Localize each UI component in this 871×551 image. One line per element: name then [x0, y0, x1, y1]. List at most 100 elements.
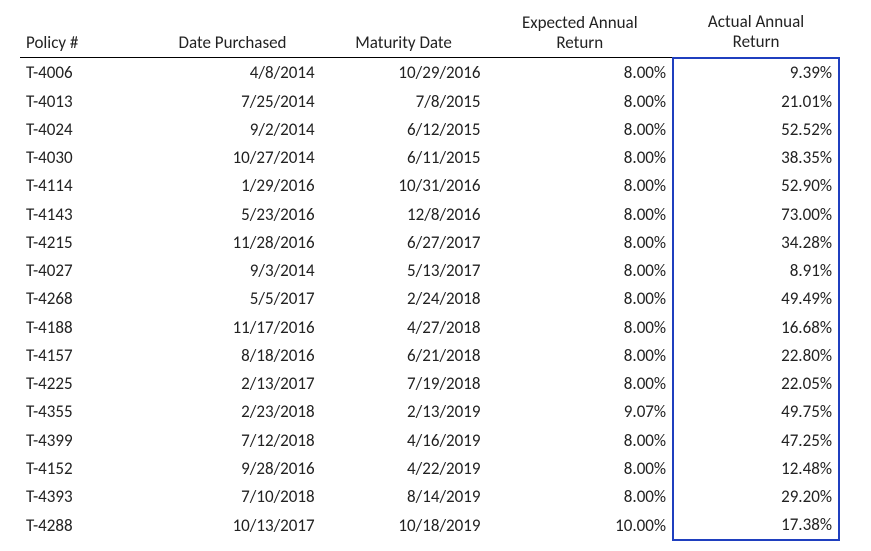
cell-policy: T-4288: [20, 511, 144, 540]
cell-expected: 9.07%: [486, 398, 673, 426]
cell-purchased: 2/13/2017: [144, 370, 320, 398]
col-header-policy: Policy #: [20, 10, 144, 58]
cell-actual: 22.80%: [673, 341, 839, 369]
cell-expected: 8.00%: [486, 87, 673, 115]
cell-policy: T-4152: [20, 454, 144, 482]
cell-policy: T-4013: [20, 87, 144, 115]
table-row: T-40064/8/201410/29/20168.00%9.39%: [20, 58, 839, 87]
table-row: T-40137/25/20147/8/20158.00%21.01%: [20, 87, 839, 115]
cell-actual: 49.49%: [673, 285, 839, 313]
cell-actual: 21.01%: [673, 87, 839, 115]
cell-maturity: 6/27/2017: [321, 228, 487, 256]
cell-maturity: 10/18/2019: [321, 511, 487, 540]
cell-purchased: 7/25/2014: [144, 87, 320, 115]
policy-returns-table: Policy # Date Purchased Maturity Date Ex…: [20, 10, 840, 541]
cell-expected: 8.00%: [486, 341, 673, 369]
cell-expected: 8.00%: [486, 426, 673, 454]
cell-maturity: 10/29/2016: [321, 58, 487, 87]
cell-actual: 52.90%: [673, 172, 839, 200]
cell-actual: 22.05%: [673, 370, 839, 398]
cell-expected: 8.00%: [486, 370, 673, 398]
table-row: T-40279/3/20145/13/20178.00%8.91%: [20, 257, 839, 285]
table-row: T-40249/2/20146/12/20158.00%52.52%: [20, 115, 839, 143]
cell-purchased: 9/28/2016: [144, 454, 320, 482]
cell-policy: T-4225: [20, 370, 144, 398]
cell-expected: 8.00%: [486, 144, 673, 172]
cell-actual: 47.25%: [673, 426, 839, 454]
cell-purchased: 9/2/2014: [144, 115, 320, 143]
cell-actual: 73.00%: [673, 200, 839, 228]
table-row: T-43937/10/20188/14/20198.00%29.20%: [20, 483, 839, 511]
table-row: T-42685/5/20172/24/20188.00%49.49%: [20, 285, 839, 313]
cell-policy: T-4355: [20, 398, 144, 426]
table-row: T-41529/28/20164/22/20198.00%12.48%: [20, 454, 839, 482]
cell-policy: T-4027: [20, 257, 144, 285]
cell-expected: 8.00%: [486, 228, 673, 256]
col-header-expected: Expected Annual Return: [486, 10, 673, 58]
cell-purchased: 10/13/2017: [144, 511, 320, 540]
cell-maturity: 6/21/2018: [321, 341, 487, 369]
cell-maturity: 10/31/2016: [321, 172, 487, 200]
cell-maturity: 7/8/2015: [321, 87, 487, 115]
cell-purchased: 10/27/2014: [144, 144, 320, 172]
cell-actual: 38.35%: [673, 144, 839, 172]
col-header-purchased: Date Purchased: [144, 10, 320, 58]
policy-returns-table-wrapper: Policy # Date Purchased Maturity Date Ex…: [0, 0, 871, 551]
cell-expected: 8.00%: [486, 483, 673, 511]
cell-policy: T-4024: [20, 115, 144, 143]
cell-expected: 8.00%: [486, 58, 673, 87]
table-row: T-41578/18/20166/21/20188.00%22.80%: [20, 341, 839, 369]
cell-actual: 17.38%: [673, 511, 839, 540]
cell-actual: 9.39%: [673, 58, 839, 87]
cell-expected: 8.00%: [486, 172, 673, 200]
cell-purchased: 11/28/2016: [144, 228, 320, 256]
table-row: T-421511/28/20166/27/20178.00%34.28%: [20, 228, 839, 256]
cell-policy: T-4030: [20, 144, 144, 172]
cell-actual: 52.52%: [673, 115, 839, 143]
table-row: T-403010/27/20146/11/20158.00%38.35%: [20, 144, 839, 172]
table-row: T-43552/23/20182/13/20199.07%49.75%: [20, 398, 839, 426]
cell-actual: 49.75%: [673, 398, 839, 426]
cell-expected: 8.00%: [486, 257, 673, 285]
cell-expected: 8.00%: [486, 200, 673, 228]
cell-purchased: 1/29/2016: [144, 172, 320, 200]
cell-policy: T-4393: [20, 483, 144, 511]
cell-maturity: 6/11/2015: [321, 144, 487, 172]
table-row: T-418811/17/20164/27/20188.00%16.68%: [20, 313, 839, 341]
cell-actual: 8.91%: [673, 257, 839, 285]
table-row: T-42252/13/20177/19/20188.00%22.05%: [20, 370, 839, 398]
cell-policy: T-4143: [20, 200, 144, 228]
table-row: T-41141/29/201610/31/20168.00%52.90%: [20, 172, 839, 200]
cell-policy: T-4188: [20, 313, 144, 341]
cell-maturity: 5/13/2017: [321, 257, 487, 285]
cell-policy: T-4006: [20, 58, 144, 87]
cell-policy: T-4399: [20, 426, 144, 454]
cell-policy: T-4114: [20, 172, 144, 200]
cell-actual: 16.68%: [673, 313, 839, 341]
cell-purchased: 5/5/2017: [144, 285, 320, 313]
cell-purchased: 9/3/2014: [144, 257, 320, 285]
table-row: T-428810/13/201710/18/201910.00%17.38%: [20, 511, 839, 540]
cell-actual: 12.48%: [673, 454, 839, 482]
cell-maturity: 2/24/2018: [321, 285, 487, 313]
cell-purchased: 2/23/2018: [144, 398, 320, 426]
cell-maturity: 6/12/2015: [321, 115, 487, 143]
cell-maturity: 8/14/2019: [321, 483, 487, 511]
cell-expected: 8.00%: [486, 285, 673, 313]
cell-expected: 8.00%: [486, 313, 673, 341]
cell-purchased: 11/17/2016: [144, 313, 320, 341]
cell-maturity: 2/13/2019: [321, 398, 487, 426]
cell-expected: 8.00%: [486, 454, 673, 482]
cell-maturity: 4/16/2019: [321, 426, 487, 454]
cell-purchased: 4/8/2014: [144, 58, 320, 87]
cell-maturity: 4/27/2018: [321, 313, 487, 341]
cell-purchased: 8/18/2016: [144, 341, 320, 369]
col-header-maturity: Maturity Date: [321, 10, 487, 58]
table-row: T-41435/23/201612/8/20168.00%73.00%: [20, 200, 839, 228]
cell-actual: 34.28%: [673, 228, 839, 256]
cell-purchased: 7/12/2018: [144, 426, 320, 454]
table-header: Policy # Date Purchased Maturity Date Ex…: [20, 10, 839, 58]
cell-purchased: 5/23/2016: [144, 200, 320, 228]
cell-actual: 29.20%: [673, 483, 839, 511]
cell-purchased: 7/10/2018: [144, 483, 320, 511]
